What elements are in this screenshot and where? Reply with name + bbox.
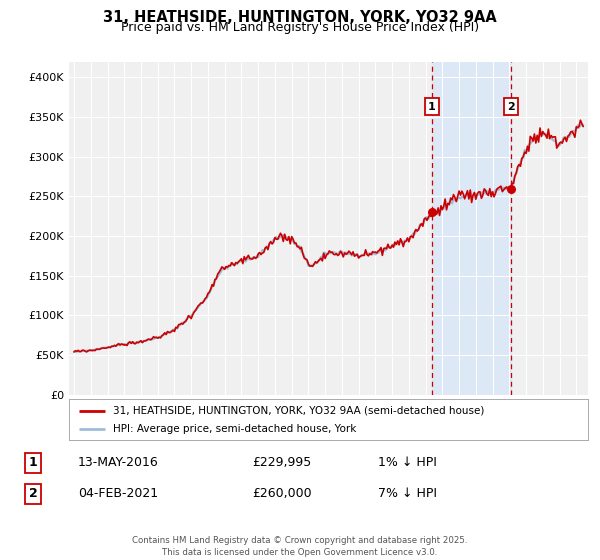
Text: 1% ↓ HPI: 1% ↓ HPI bbox=[378, 456, 437, 469]
Text: 2: 2 bbox=[29, 487, 37, 501]
Text: 13-MAY-2016: 13-MAY-2016 bbox=[78, 456, 159, 469]
Text: 1: 1 bbox=[428, 101, 436, 111]
Bar bbox=[431, 62, 511, 395]
Text: 1: 1 bbox=[29, 456, 37, 469]
Text: £229,995: £229,995 bbox=[252, 456, 311, 469]
Text: 7% ↓ HPI: 7% ↓ HPI bbox=[378, 487, 437, 501]
Text: 04-FEB-2021: 04-FEB-2021 bbox=[78, 487, 158, 501]
Text: £260,000: £260,000 bbox=[252, 487, 311, 501]
Text: HPI: Average price, semi-detached house, York: HPI: Average price, semi-detached house,… bbox=[113, 424, 356, 434]
Text: Price paid vs. HM Land Registry's House Price Index (HPI): Price paid vs. HM Land Registry's House … bbox=[121, 21, 479, 34]
Text: 31, HEATHSIDE, HUNTINGTON, YORK, YO32 9AA: 31, HEATHSIDE, HUNTINGTON, YORK, YO32 9A… bbox=[103, 10, 497, 25]
Text: 2: 2 bbox=[507, 101, 515, 111]
Text: 31, HEATHSIDE, HUNTINGTON, YORK, YO32 9AA (semi-detached house): 31, HEATHSIDE, HUNTINGTON, YORK, YO32 9A… bbox=[113, 405, 484, 416]
Text: Contains HM Land Registry data © Crown copyright and database right 2025.
This d: Contains HM Land Registry data © Crown c… bbox=[132, 536, 468, 557]
